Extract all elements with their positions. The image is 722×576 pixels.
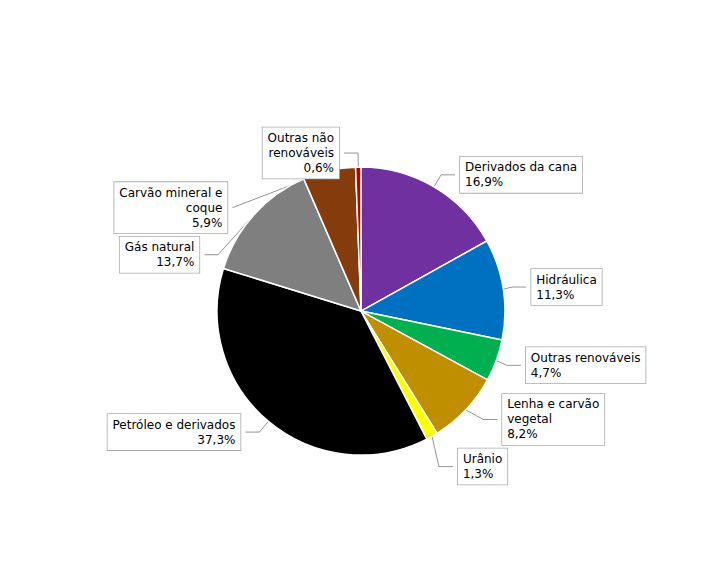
svg-text:13,7%: 13,7% bbox=[156, 255, 194, 269]
svg-text:11,3%: 11,3% bbox=[536, 288, 574, 302]
svg-text:renováveis: renováveis bbox=[268, 146, 334, 160]
svg-text:vegetal: vegetal bbox=[507, 412, 552, 426]
svg-text:coque: coque bbox=[186, 201, 223, 215]
svg-text:0,6%: 0,6% bbox=[304, 161, 335, 175]
svg-text:5,9%: 5,9% bbox=[192, 216, 223, 230]
svg-text:37,3%: 37,3% bbox=[197, 433, 235, 447]
svg-text:Hidráulica: Hidráulica bbox=[536, 273, 597, 287]
svg-text:Petróleo e derivados: Petróleo e derivados bbox=[113, 418, 236, 432]
svg-text:8,2%: 8,2% bbox=[507, 427, 538, 441]
svg-text:Urânio: Urânio bbox=[463, 452, 502, 466]
svg-text:4,7%: 4,7% bbox=[531, 366, 562, 380]
svg-text:Gás natural: Gás natural bbox=[125, 240, 195, 254]
svg-text:Carvão mineral e: Carvão mineral e bbox=[119, 186, 222, 200]
svg-text:Outras renováveis: Outras renováveis bbox=[531, 351, 641, 365]
svg-text:Outras não: Outras não bbox=[268, 131, 334, 145]
svg-text:Lenha e carvão: Lenha e carvão bbox=[507, 397, 599, 411]
svg-text:Derivados da cana: Derivados da cana bbox=[465, 160, 577, 174]
svg-text:16,9%: 16,9% bbox=[465, 175, 503, 189]
svg-text:1,3%: 1,3% bbox=[463, 467, 494, 481]
